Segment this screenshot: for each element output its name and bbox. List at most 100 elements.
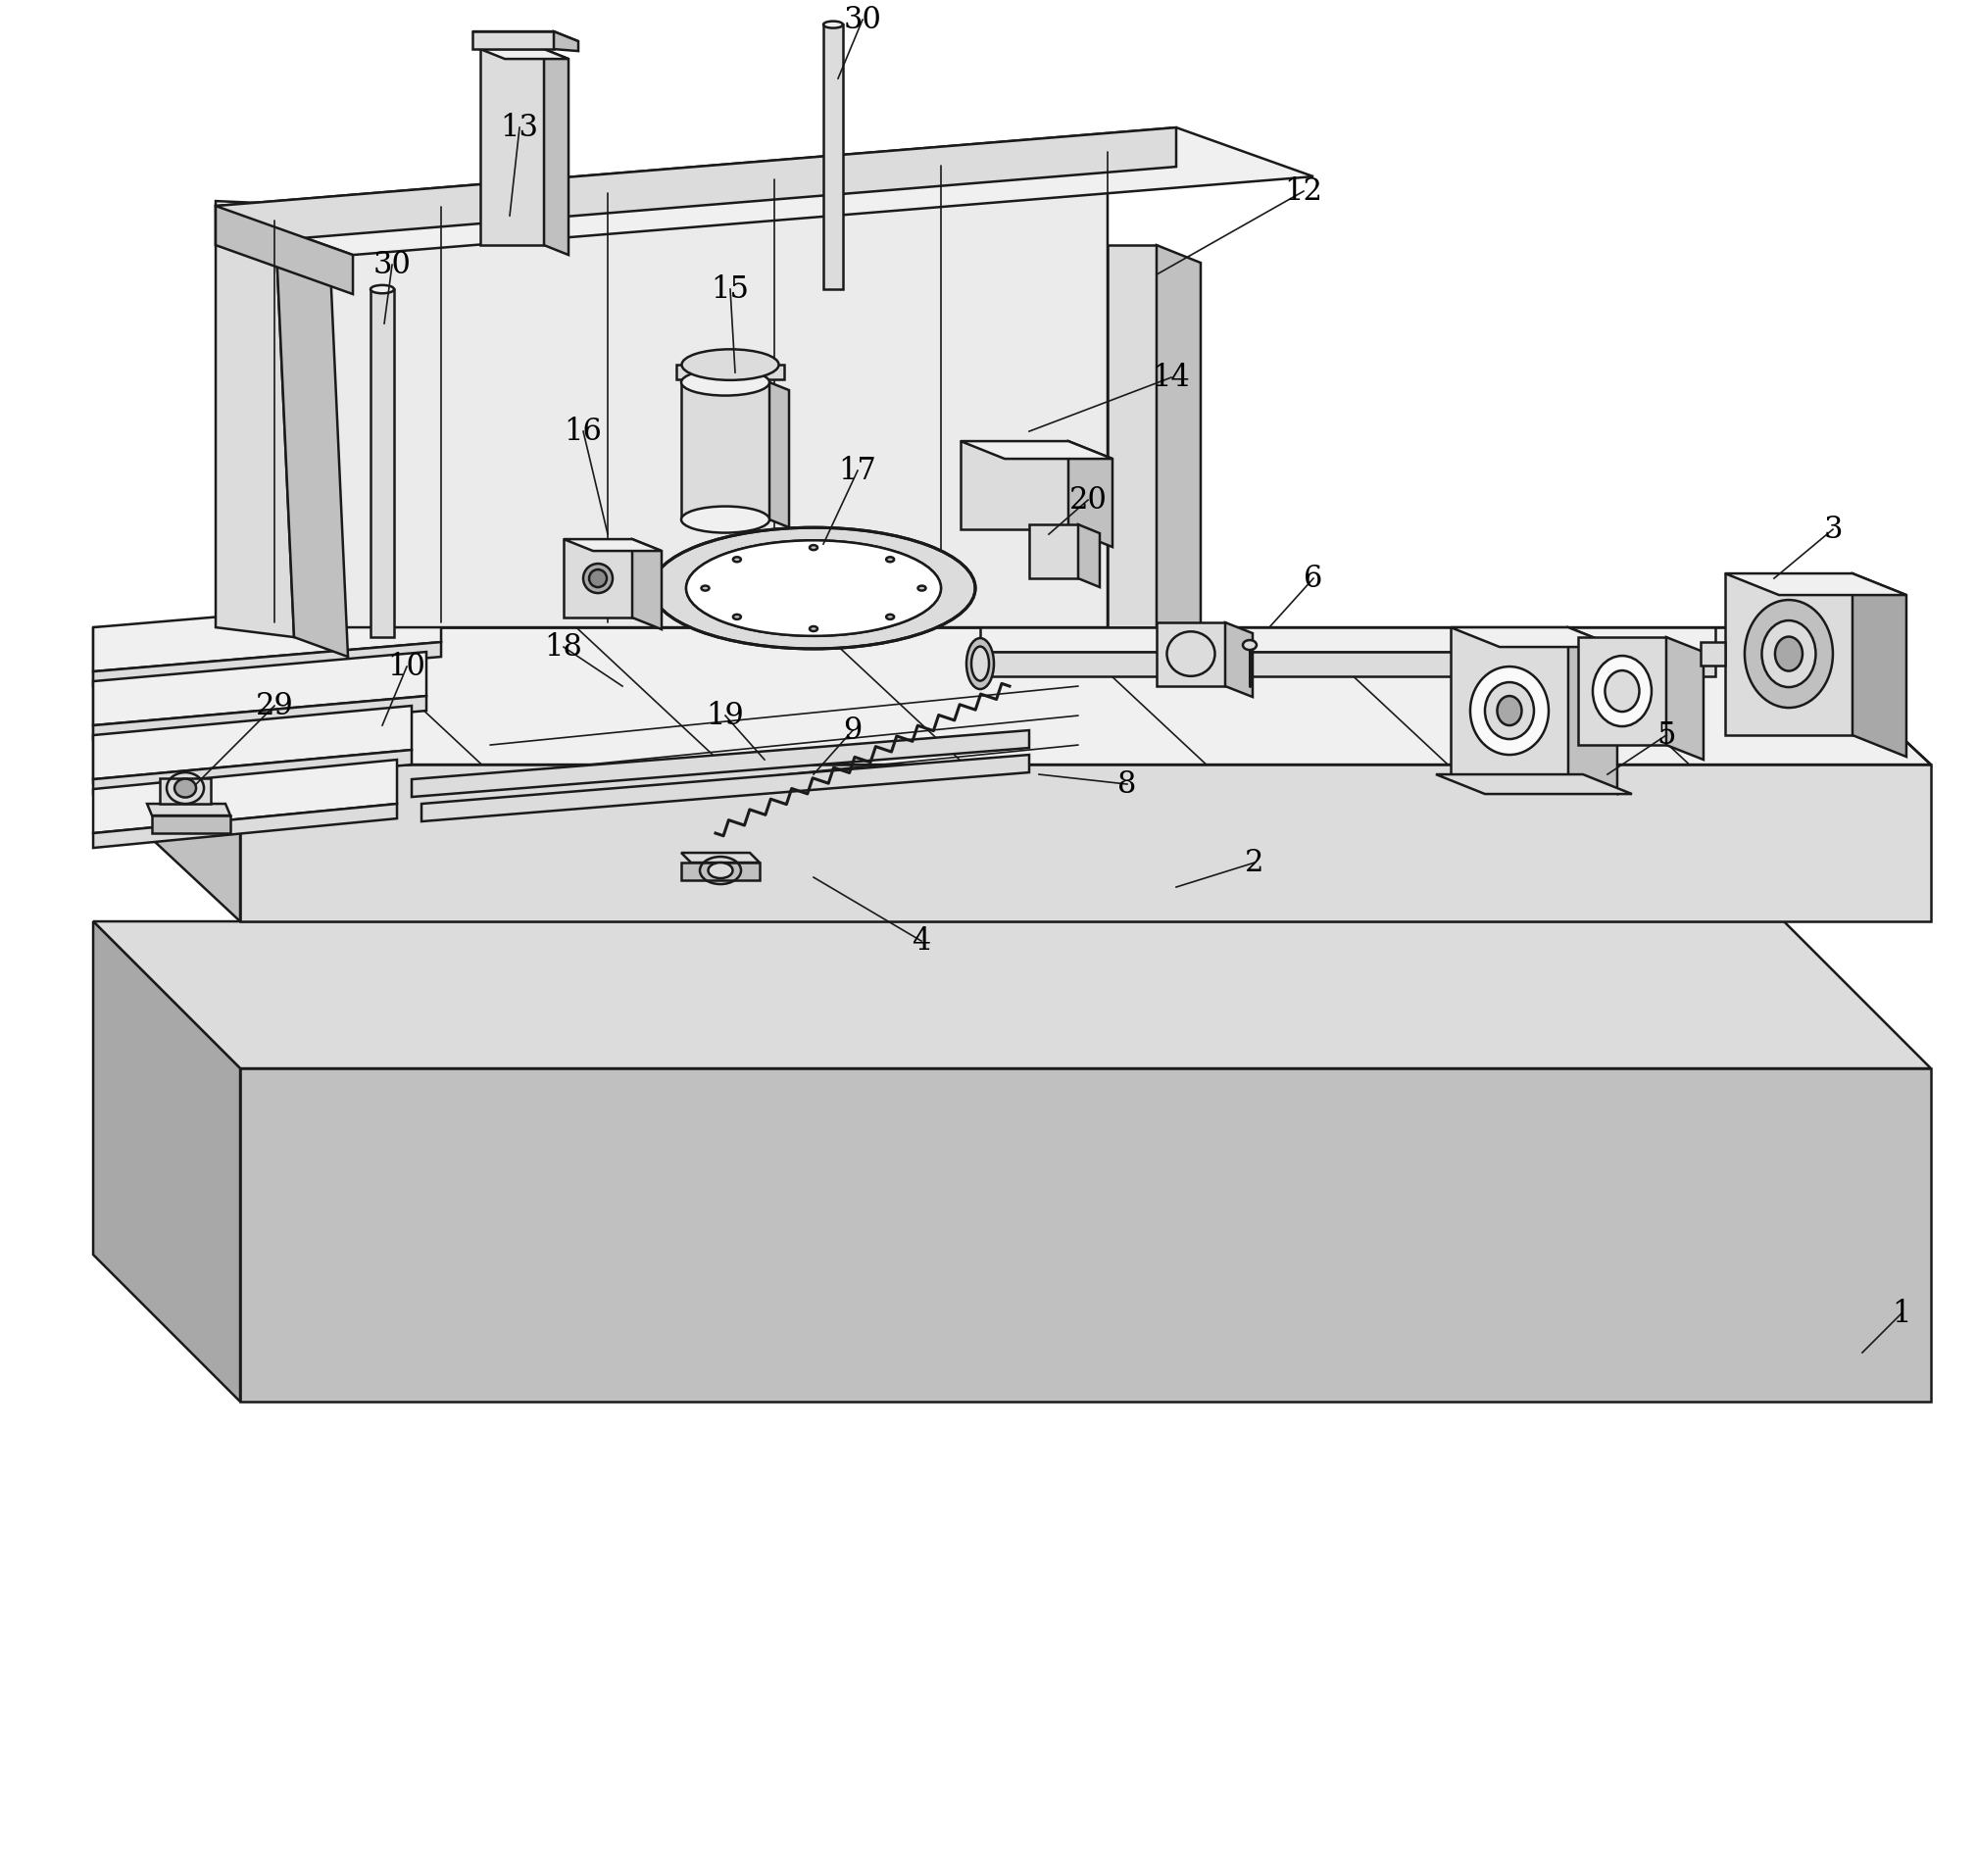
Ellipse shape (886, 615, 894, 619)
Ellipse shape (811, 627, 817, 630)
Polygon shape (93, 705, 411, 779)
Polygon shape (961, 441, 1113, 460)
Text: 5: 5 (1657, 720, 1676, 750)
Text: 19: 19 (706, 700, 743, 732)
Text: 14: 14 (1153, 362, 1190, 392)
Text: 29: 29 (255, 690, 293, 720)
Polygon shape (1077, 525, 1099, 587)
Ellipse shape (583, 563, 613, 593)
Polygon shape (981, 627, 1716, 651)
Polygon shape (93, 921, 1932, 1069)
Polygon shape (682, 854, 759, 863)
Polygon shape (215, 206, 352, 295)
Text: 10: 10 (387, 651, 425, 681)
Ellipse shape (733, 615, 741, 619)
Polygon shape (1030, 525, 1077, 578)
Polygon shape (93, 750, 411, 794)
Polygon shape (981, 651, 1716, 677)
Polygon shape (411, 730, 1030, 797)
Polygon shape (554, 32, 579, 51)
Polygon shape (1700, 642, 1726, 666)
Ellipse shape (733, 557, 741, 563)
Polygon shape (1667, 638, 1704, 760)
Ellipse shape (370, 285, 393, 293)
Text: 9: 9 (844, 715, 862, 745)
Text: 3: 3 (1823, 514, 1843, 544)
Ellipse shape (917, 585, 925, 591)
Polygon shape (633, 538, 662, 628)
Polygon shape (1068, 441, 1113, 548)
Polygon shape (239, 1069, 1932, 1401)
Polygon shape (1435, 775, 1631, 794)
Polygon shape (769, 383, 789, 527)
Polygon shape (1451, 627, 1568, 775)
Polygon shape (1157, 623, 1226, 687)
Polygon shape (961, 441, 1068, 529)
Ellipse shape (822, 21, 842, 28)
Text: 30: 30 (374, 250, 411, 280)
Ellipse shape (967, 638, 994, 688)
Ellipse shape (682, 349, 779, 381)
Polygon shape (676, 364, 785, 379)
Text: 18: 18 (544, 632, 583, 662)
Polygon shape (682, 383, 769, 520)
Polygon shape (1568, 627, 1617, 794)
Polygon shape (93, 642, 441, 687)
Ellipse shape (1244, 640, 1257, 649)
Text: 2: 2 (1246, 848, 1263, 878)
Ellipse shape (1471, 666, 1548, 754)
Ellipse shape (1497, 696, 1522, 726)
Text: 20: 20 (1070, 484, 1107, 516)
Polygon shape (93, 803, 397, 848)
Polygon shape (473, 32, 554, 49)
Text: 4: 4 (911, 925, 931, 957)
Polygon shape (93, 598, 441, 672)
Polygon shape (682, 863, 759, 880)
Text: 12: 12 (1285, 176, 1323, 206)
Polygon shape (215, 206, 295, 638)
Ellipse shape (971, 647, 988, 681)
Polygon shape (93, 651, 427, 726)
Ellipse shape (1485, 683, 1534, 739)
Polygon shape (275, 137, 1107, 627)
Ellipse shape (589, 570, 607, 587)
Polygon shape (1578, 638, 1667, 745)
Polygon shape (822, 24, 842, 289)
Polygon shape (93, 627, 239, 921)
Polygon shape (93, 696, 427, 739)
Text: 13: 13 (500, 113, 538, 143)
Text: 17: 17 (838, 456, 876, 486)
Polygon shape (1852, 574, 1906, 756)
Text: 16: 16 (563, 416, 603, 446)
Polygon shape (1726, 574, 1852, 735)
Text: 6: 6 (1305, 563, 1323, 593)
Ellipse shape (174, 779, 196, 797)
Text: 15: 15 (712, 274, 749, 304)
Polygon shape (1451, 627, 1617, 647)
Ellipse shape (1744, 600, 1833, 707)
Ellipse shape (1593, 657, 1651, 726)
Polygon shape (93, 921, 239, 1401)
Polygon shape (370, 289, 393, 638)
Polygon shape (473, 32, 579, 41)
Polygon shape (480, 49, 544, 246)
Polygon shape (215, 128, 1313, 255)
Ellipse shape (886, 557, 894, 563)
Polygon shape (1226, 623, 1253, 698)
Polygon shape (215, 201, 328, 225)
Polygon shape (480, 49, 569, 58)
Ellipse shape (686, 540, 941, 636)
Ellipse shape (652, 527, 975, 649)
Polygon shape (160, 779, 212, 803)
Polygon shape (563, 538, 662, 552)
Polygon shape (563, 538, 633, 617)
Text: 30: 30 (844, 4, 882, 36)
Ellipse shape (682, 370, 769, 396)
Polygon shape (93, 760, 397, 833)
Polygon shape (215, 128, 1176, 246)
Polygon shape (152, 816, 231, 833)
Ellipse shape (702, 585, 710, 591)
Ellipse shape (708, 863, 733, 878)
Ellipse shape (811, 546, 817, 550)
Text: 8: 8 (1117, 769, 1137, 799)
